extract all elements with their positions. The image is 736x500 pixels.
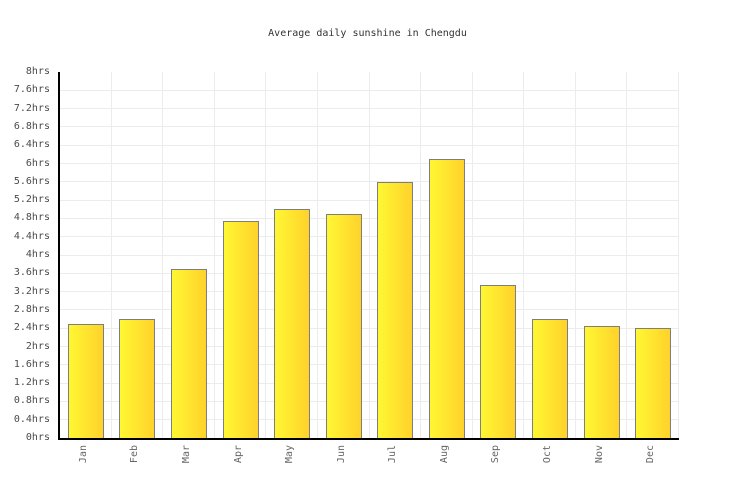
x-tick-label-may: May — [284, 445, 296, 464]
bar-feb — [119, 319, 156, 438]
gridline-vertical — [678, 72, 679, 438]
x-tick-label-feb: Feb — [129, 445, 141, 464]
x-tick-label-jul: Jul — [387, 445, 399, 464]
plot-area — [58, 72, 679, 440]
y-tick-label: 7.2hrs — [13, 102, 50, 114]
y-tick-label: 0.8hrs — [13, 395, 50, 407]
gridline-vertical — [368, 72, 370, 438]
x-tick-label-sep: Sep — [490, 445, 502, 464]
bar-aug — [428, 158, 465, 438]
bar-apr — [222, 220, 259, 438]
gridline-vertical — [213, 72, 215, 438]
x-tick-label-aug: Aug — [438, 445, 450, 464]
bar-sep — [480, 284, 517, 438]
bar-jul — [377, 181, 414, 438]
gridline-vertical — [626, 72, 628, 438]
gridline-horizontal — [60, 144, 679, 146]
gridline-horizontal — [60, 291, 679, 293]
bar-nov — [583, 325, 620, 438]
x-tick-label-dec: Dec — [645, 445, 657, 464]
y-tick-label: 4.4hrs — [13, 230, 50, 242]
bar-mar — [170, 268, 207, 438]
gridline-horizontal — [60, 272, 679, 274]
gridline-horizontal — [60, 254, 679, 256]
bar-jan — [67, 323, 104, 438]
gridline-horizontal — [60, 382, 679, 384]
gridline-vertical — [523, 72, 525, 438]
y-tick-label: 6hrs — [25, 157, 50, 169]
gridline-horizontal — [60, 419, 679, 421]
gridline-vertical — [420, 72, 422, 438]
x-tick-label-nov: Nov — [593, 445, 605, 464]
y-tick-label: 1.2hrs — [13, 377, 50, 389]
y-tick-label: 4hrs — [25, 249, 50, 260]
gridline-horizontal — [60, 108, 679, 110]
y-tick-label: 0hrs — [25, 432, 50, 443]
y-tick-label: 0.4hrs — [13, 413, 50, 425]
y-tick-label: 1.6hrs — [13, 358, 50, 370]
gridline-horizontal — [60, 309, 679, 311]
gridline-vertical — [265, 72, 267, 438]
y-tick-label: 5.2hrs — [13, 194, 50, 206]
y-tick-label: 3.2hrs — [13, 285, 50, 297]
gridline-horizontal — [60, 89, 679, 91]
gridline-vertical — [574, 72, 576, 438]
y-tick-label: 3.6hrs — [13, 267, 50, 279]
y-tick-label: 4.8hrs — [13, 212, 50, 224]
bar-may — [274, 209, 311, 438]
gridline-horizontal — [60, 199, 679, 201]
y-tick-label: 2.4hrs — [13, 322, 50, 334]
gridline-vertical — [110, 72, 112, 438]
y-tick-label: 6.8hrs — [13, 120, 50, 132]
x-tick-label-oct: Oct — [542, 445, 554, 464]
y-tick-label: 7.6hrs — [13, 84, 50, 96]
x-tick-label-apr: Apr — [232, 445, 244, 464]
gridline-horizontal — [60, 217, 679, 219]
bar-oct — [532, 319, 569, 438]
y-tick-label: 6.4hrs — [13, 139, 50, 151]
x-tick-label-jan: Jan — [77, 445, 89, 464]
bar-dec — [635, 328, 672, 438]
chart-title: Average daily sunshine in Chengdu — [268, 28, 467, 39]
gridline-horizontal — [60, 126, 679, 128]
gridline-horizontal — [60, 236, 679, 238]
gridline-horizontal — [60, 181, 679, 183]
y-tick-label: 5.6hrs — [13, 175, 50, 187]
gridline-vertical — [162, 72, 164, 438]
bar-jun — [325, 213, 362, 438]
gridline-horizontal — [60, 400, 679, 402]
gridline-horizontal — [60, 346, 679, 347]
gridline-vertical — [471, 72, 473, 438]
gridline-horizontal — [60, 163, 679, 164]
x-tick-label-mar: Mar — [180, 445, 192, 464]
gridline-horizontal — [60, 364, 679, 366]
gridline-vertical — [316, 72, 318, 438]
x-tick-label-jun: Jun — [335, 445, 347, 464]
gridline-horizontal — [60, 327, 679, 329]
y-tick-label: 2.8hrs — [13, 303, 50, 315]
y-tick-label: 2hrs — [25, 340, 50, 352]
y-tick-label: 8hrs — [25, 66, 50, 77]
